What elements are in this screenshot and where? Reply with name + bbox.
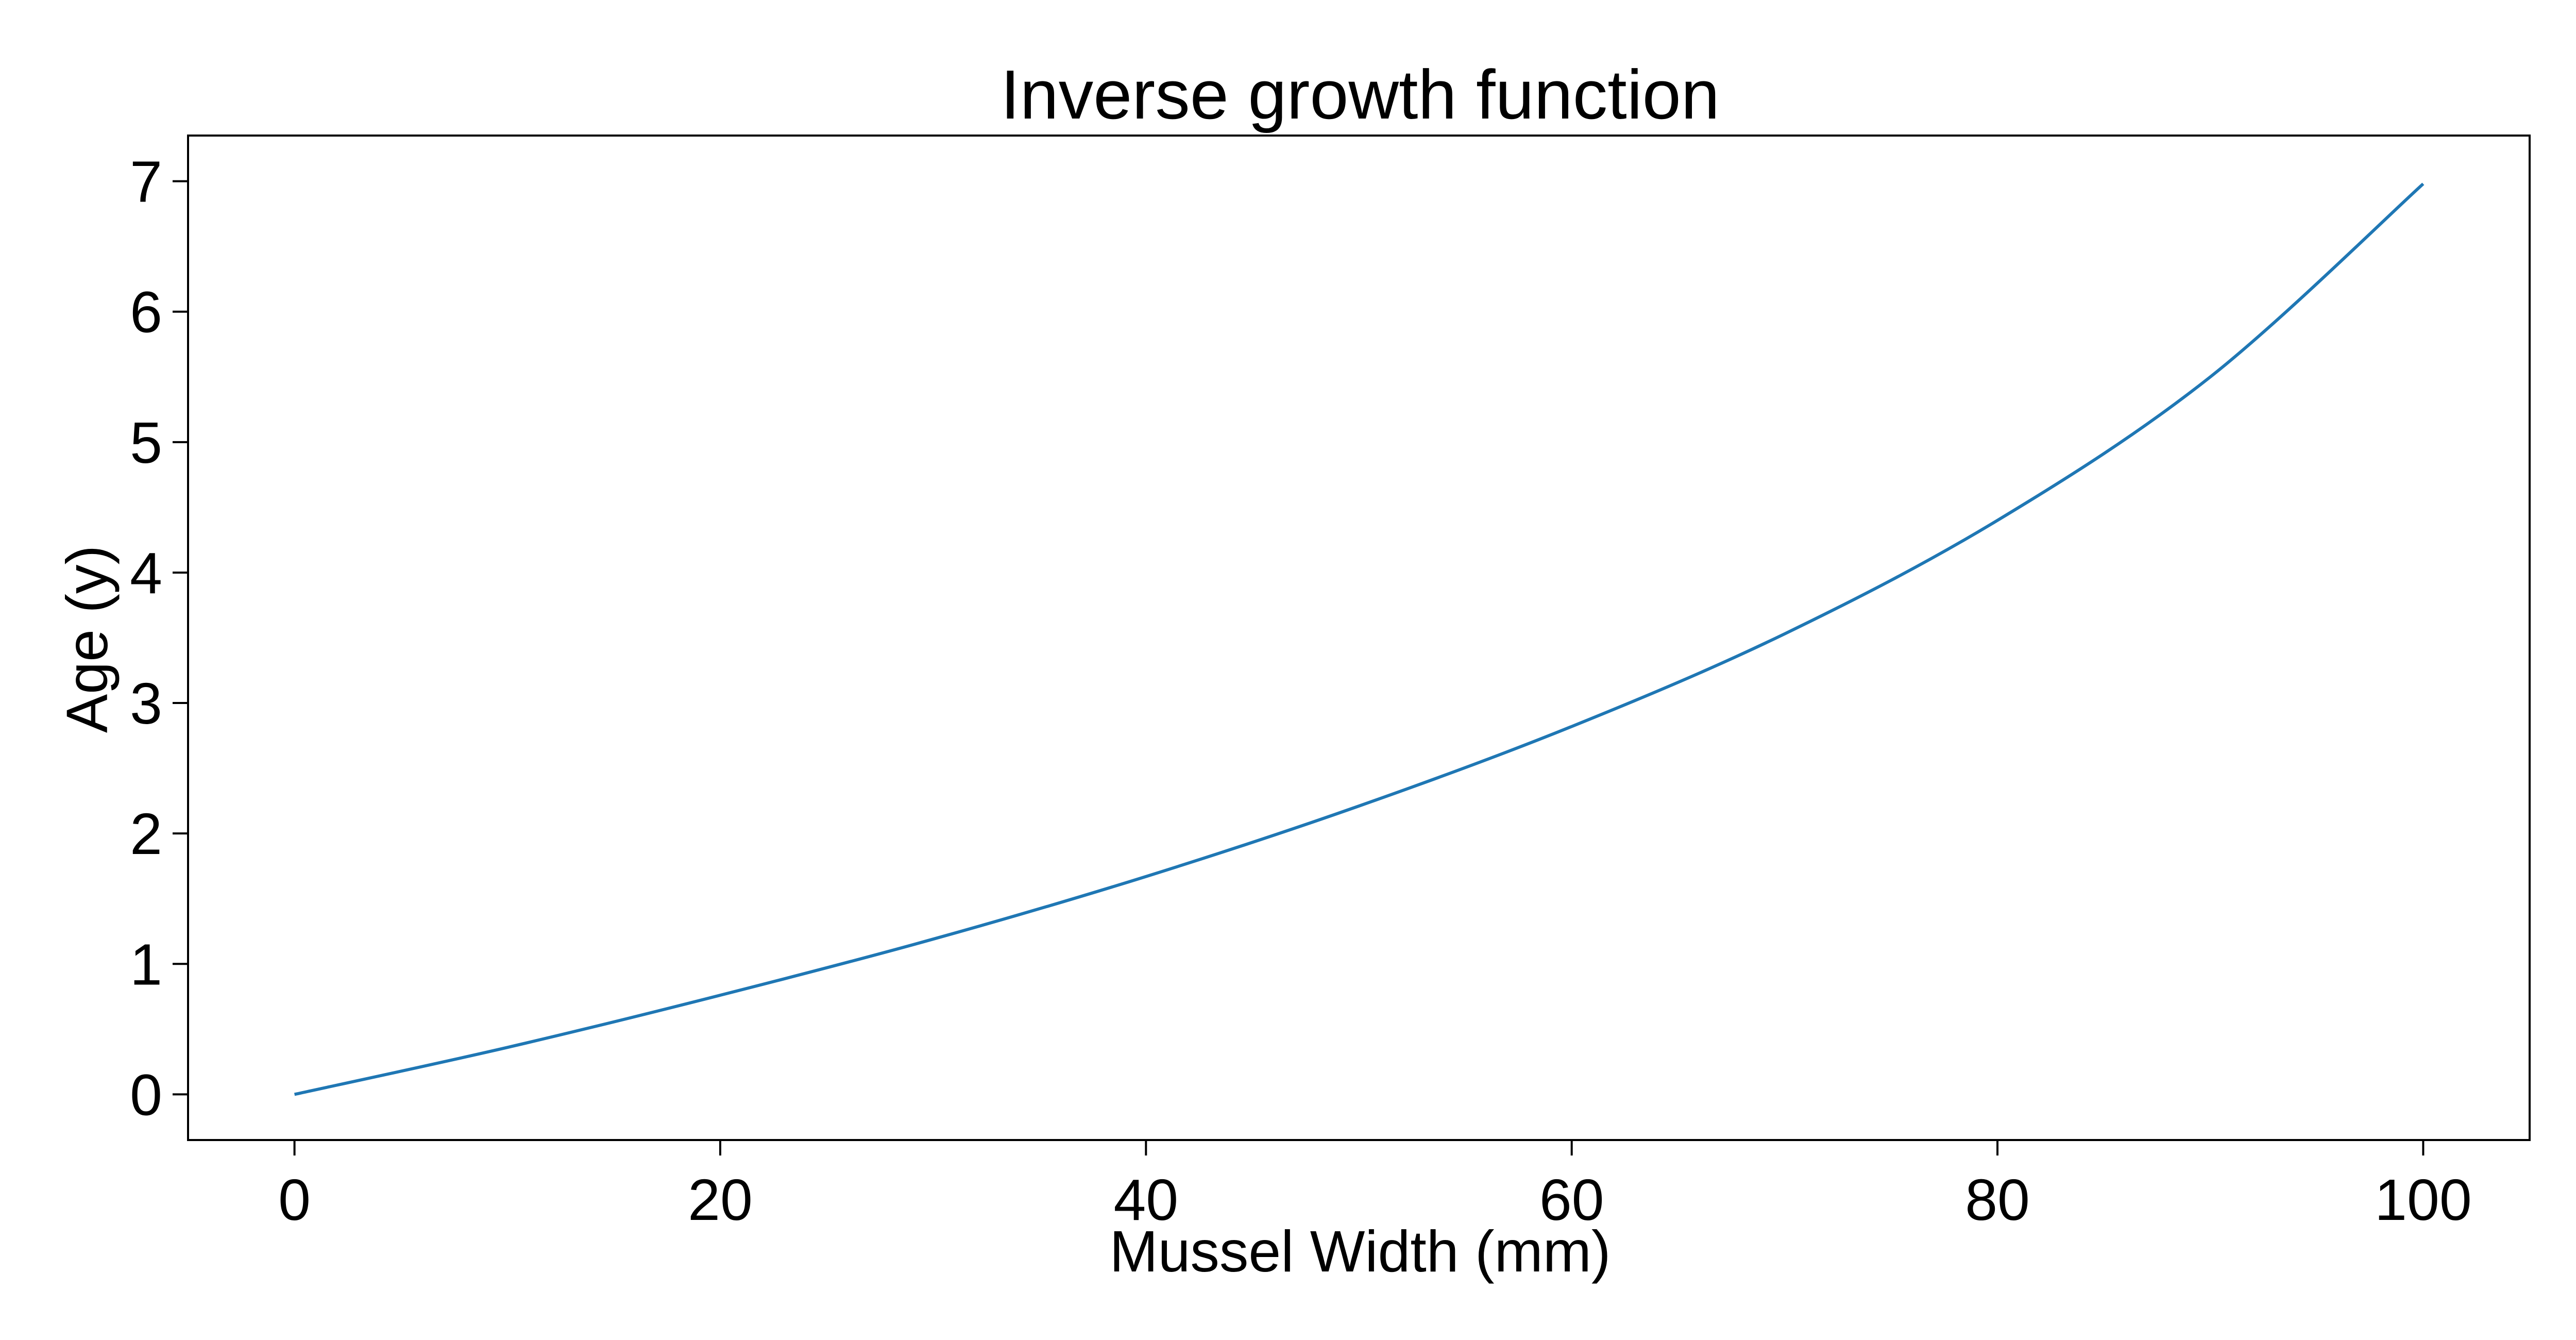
series-layer bbox=[294, 182, 2425, 1096]
x-axis-label: Mussel Width (mm) bbox=[1109, 1219, 1611, 1284]
y-tick-label: 2 bbox=[130, 801, 162, 866]
x-tick-label: 40 bbox=[1113, 1167, 1178, 1232]
y-tick-label: 5 bbox=[130, 410, 162, 475]
plot-area: 0 20 40 60 80 100 0 1 2 3 4 5 6 7 bbox=[130, 135, 2531, 1232]
x-tick-label: 80 bbox=[1965, 1167, 2030, 1232]
y-tick-label: 7 bbox=[130, 149, 162, 214]
x-tick-label: 0 bbox=[278, 1167, 311, 1232]
y-tick-label: 3 bbox=[130, 671, 162, 736]
y-tick-label: 0 bbox=[130, 1062, 162, 1127]
y-axis-ticks: 0 1 2 3 4 5 6 7 bbox=[130, 149, 188, 1127]
x-tick-label: 20 bbox=[688, 1167, 753, 1232]
y-tick-label: 1 bbox=[130, 932, 162, 997]
y-tick-label: 4 bbox=[130, 541, 162, 606]
chart-title: Inverse growth function bbox=[1001, 56, 1720, 133]
y-tick-label: 6 bbox=[130, 280, 162, 345]
y-axis-label: Age (y) bbox=[55, 545, 120, 733]
x-tick-label: 100 bbox=[2375, 1167, 2472, 1232]
axes-frame bbox=[187, 135, 2531, 1141]
x-tick-label: 60 bbox=[1539, 1167, 1604, 1232]
x-axis-ticks: 0 20 40 60 80 100 bbox=[278, 1140, 2472, 1232]
series-line bbox=[294, 182, 2425, 1096]
